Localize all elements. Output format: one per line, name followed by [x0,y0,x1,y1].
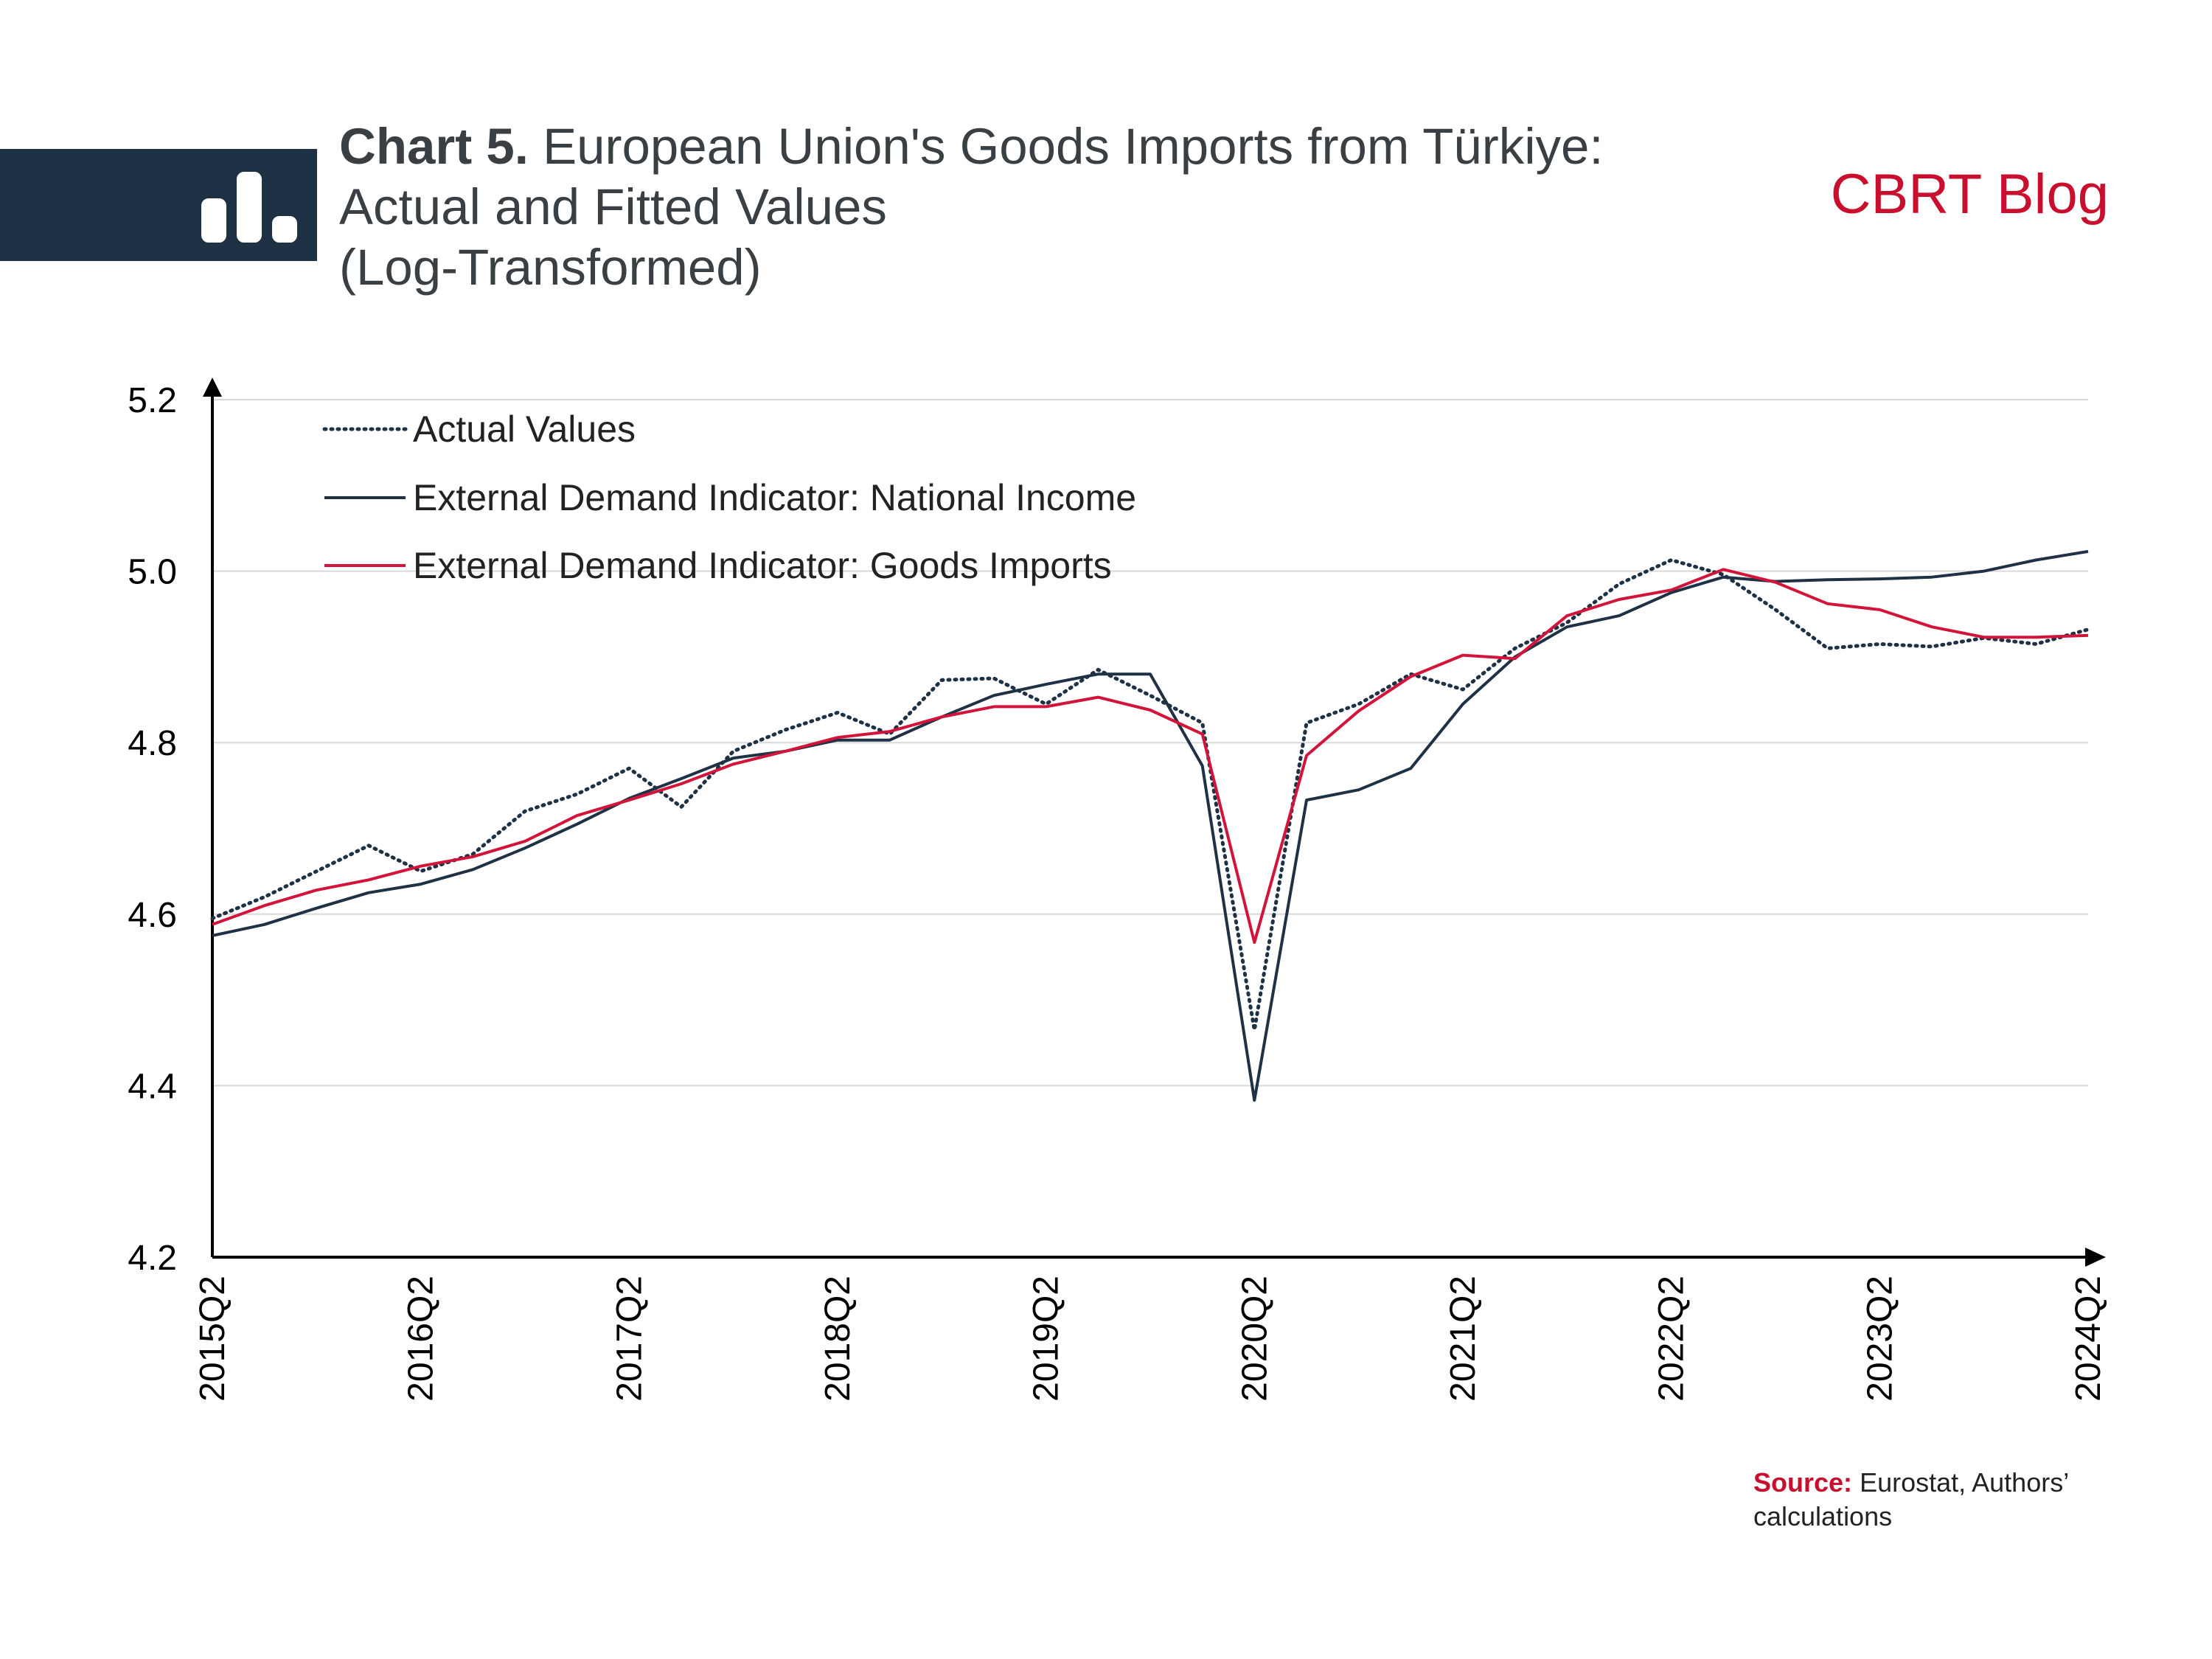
series-line-3 [212,568,2089,945]
legend-label: External Demand Indicator: National Inco… [413,477,1136,518]
source-label: Source: [1753,1467,1853,1498]
y-tick-label: 5.0 [128,553,177,592]
source-note: Source: Eurostat, Authors’ calculations [1753,1466,2137,1534]
x-tick-label: 2020Q2 [1235,1276,1274,1402]
x-tick-label: 2018Q2 [818,1276,858,1402]
y-tick-label: 5.2 [128,381,177,420]
legend-label: Actual Values [413,408,636,450]
header-bar [0,149,317,261]
x-tick-label: 2021Q2 [1444,1276,1483,1402]
y-axis-arrow [203,378,222,397]
source-text: Eurostat, Authors’ calculations [1753,1467,2068,1531]
title-line-2: Actual and Fitted Values [339,178,887,235]
bar-chart-icon [201,172,297,243]
y-tick-label: 4.6 [128,896,177,935]
y-tick-label: 4.4 [128,1067,177,1106]
y-tick-label: 4.8 [128,724,177,763]
x-tick-label: 2017Q2 [610,1276,649,1402]
title-line-1: European Union's Goods Imports from Türk… [543,118,1604,175]
chart-title: Chart 5. European Union's Goods Imports … [339,116,1814,298]
x-axis-arrow [2085,1248,2106,1267]
x-tick-label: 2015Q2 [193,1276,232,1402]
x-tick-label: 2019Q2 [1027,1276,1066,1402]
legend-label: External Demand Indicator: Goods Imports [413,545,1112,586]
series-line-1 [210,558,2090,1032]
chart-label: Chart 5. [339,118,529,175]
brand-label: CBRT Blog [1830,163,2109,226]
x-tick-label: 2016Q2 [402,1276,441,1402]
y-tick-label: 4.2 [128,1239,177,1278]
title-line-3: (Log-Transformed) [339,239,762,296]
x-tick-label: 2023Q2 [1860,1276,1899,1402]
x-tick-label: 2024Q2 [2069,1276,2108,1402]
x-tick-label: 2022Q2 [1652,1276,1691,1402]
